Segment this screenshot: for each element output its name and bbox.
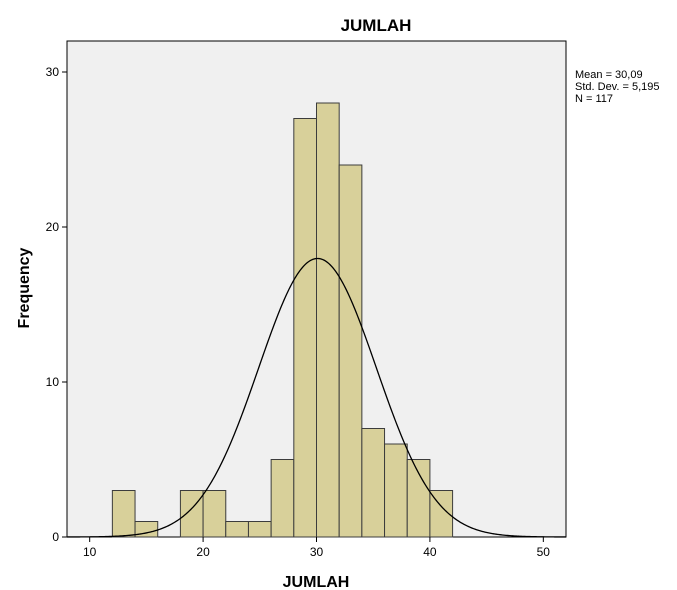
y-tick-label: 0 <box>52 530 59 544</box>
chart-title: JUMLAH <box>341 16 412 35</box>
histogram-bar <box>338 164 363 538</box>
histogram-bar <box>361 428 386 538</box>
normal-curve <box>66 257 566 538</box>
x-tick-label: 20 <box>196 545 210 559</box>
histogram-bar <box>202 490 227 538</box>
histogram-bar <box>111 490 136 538</box>
histogram-bar <box>247 521 272 538</box>
tick-labels: 10 20 30 40 50 0 10 20 30 <box>46 65 551 559</box>
histogram-bar <box>316 102 340 538</box>
histogram-bar <box>134 521 159 538</box>
x-tick-label: 50 <box>537 545 551 559</box>
histogram-bar <box>384 443 408 538</box>
axes <box>62 71 544 542</box>
histogram-bar <box>429 490 454 538</box>
y-tick-label: 20 <box>46 220 60 234</box>
y-tick-label: 10 <box>46 375 60 389</box>
histogram-bar <box>406 459 431 538</box>
stats-n: N = 117 <box>575 93 613 105</box>
histogram-bar <box>270 459 295 538</box>
y-tick-label: 30 <box>46 65 60 79</box>
histogram-bar <box>293 118 317 538</box>
histogram-bar <box>225 521 249 538</box>
x-tick-label: 30 <box>310 545 324 559</box>
stats-mean: Mean = 30,09 <box>575 69 643 81</box>
x-axis-title: JUMLAH <box>283 574 350 590</box>
x-tick-label: 40 <box>423 545 437 559</box>
y-axis-title: Frequency <box>16 247 33 328</box>
histogram-bar <box>179 490 204 538</box>
x-tick-label: 10 <box>83 545 97 559</box>
stats-std-dev: Std. Dev. = 5,195 <box>575 81 660 93</box>
